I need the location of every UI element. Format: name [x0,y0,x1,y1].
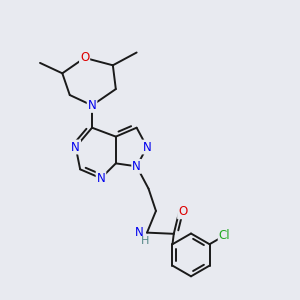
Text: O: O [178,205,187,218]
Text: N: N [132,160,141,173]
Text: H: H [141,236,150,247]
Text: N: N [143,140,152,154]
Text: N: N [97,172,105,185]
Text: O: O [80,51,89,64]
Text: N: N [88,99,96,112]
Text: N: N [135,226,144,239]
Text: Cl: Cl [219,229,230,242]
Text: N: N [71,140,80,154]
